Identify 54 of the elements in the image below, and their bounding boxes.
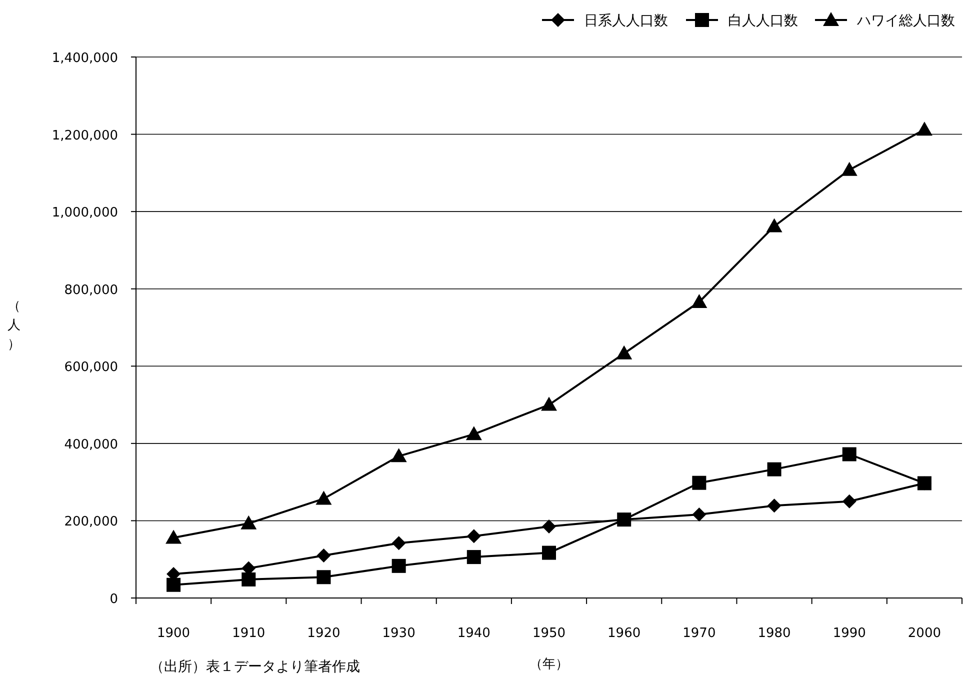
y-tick-label: 200,000 — [64, 514, 118, 530]
legend-label: 白人人口数 — [728, 13, 798, 29]
x-tick-label: 1950 — [532, 626, 566, 641]
x-tick-label: 1900 — [157, 626, 190, 641]
point — [767, 462, 782, 476]
ylabel: （人） — [8, 299, 20, 352]
x-tick-label: 1970 — [682, 626, 716, 641]
y-tick-label: 1,000,000 — [52, 206, 118, 221]
point — [316, 548, 331, 562]
y-tick-label: 1,200,000 — [52, 128, 118, 144]
point — [766, 218, 782, 232]
point — [916, 122, 932, 136]
point — [542, 520, 556, 534]
point — [692, 508, 706, 522]
x-tick-label: 2000 — [908, 626, 941, 641]
point — [392, 536, 406, 550]
point — [617, 512, 632, 527]
point — [166, 530, 182, 544]
legend-label: ハワイ総人口数 — [856, 13, 955, 29]
x-tick-label: 1960 — [608, 626, 641, 641]
y-tick-label: 600,000 — [64, 360, 118, 376]
x-axis-title: （年） — [530, 657, 568, 672]
text: （出所）表１データより筆者作成 — [150, 659, 360, 675]
point — [390, 448, 407, 462]
x-tick-label: 1980 — [758, 626, 791, 641]
point — [542, 546, 556, 560]
y-tick-label: 1,400,000 — [52, 51, 118, 66]
point — [842, 494, 856, 508]
x-tick-label: 1910 — [232, 626, 266, 641]
x-tick-label: 1930 — [382, 626, 416, 641]
point — [842, 447, 856, 462]
point — [691, 294, 708, 308]
x-tick-label: 1990 — [832, 626, 866, 641]
point — [466, 529, 481, 544]
point — [917, 476, 932, 490]
point — [616, 345, 632, 360]
point — [541, 396, 557, 411]
point — [692, 476, 706, 490]
point — [841, 162, 858, 176]
point — [392, 558, 406, 573]
point — [767, 498, 782, 513]
y-tick-label: 400,000 — [64, 437, 118, 452]
point — [316, 570, 331, 584]
point — [166, 578, 181, 592]
point — [240, 515, 257, 530]
point — [466, 426, 482, 440]
y-tick-label: 0 — [110, 592, 118, 607]
x-tick-label: 1940 — [457, 626, 490, 641]
legend-label: 日系人人口数 — [584, 13, 668, 29]
y-tick-label: 800,000 — [64, 282, 118, 298]
point — [242, 572, 256, 586]
point — [316, 490, 332, 505]
x-tick-label: 1920 — [307, 626, 340, 641]
point — [466, 550, 481, 564]
